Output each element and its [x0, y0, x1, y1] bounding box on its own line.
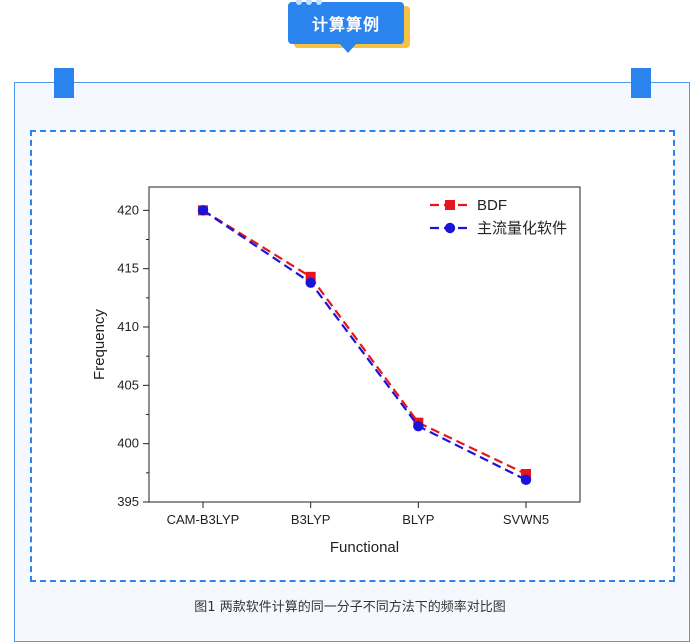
series-main: [197, 205, 532, 486]
badge-pointer: [340, 44, 356, 53]
legend: BDF 主流量化软件: [430, 197, 567, 237]
legend-label: BDF: [477, 197, 507, 214]
x-tick-label: CAM-B3LYP: [167, 512, 240, 527]
data-point: [305, 277, 316, 288]
y-axis-label: Frequency: [91, 309, 108, 380]
y-tick-label: 405: [117, 377, 139, 392]
frame-tab-left: [54, 68, 74, 98]
data-point: [520, 474, 532, 486]
y-tick-label: 395: [117, 494, 139, 509]
frame-tab-right: [631, 68, 651, 98]
series-line: [202, 209, 527, 481]
legend-marker: [444, 222, 456, 234]
y-tick-label: 420: [117, 202, 139, 217]
series-line: [202, 209, 527, 475]
y-tick-label: 415: [117, 261, 139, 276]
plot-area: [148, 186, 581, 503]
data-point: [413, 420, 424, 432]
x-tick-label: B3LYP: [291, 512, 331, 527]
y-tick-label: 410: [117, 319, 139, 334]
figure-caption: 图1 两款软件计算的同一分子不同方法下的频率对比图: [194, 600, 506, 615]
data-point: [305, 271, 316, 282]
data-point: [197, 205, 209, 216]
series-layer: [197, 205, 532, 486]
legend-label: 主流量化软件: [477, 220, 567, 237]
frequency-chart: 395 400 405 410 415 420 CAM-B3LYP B3LYP BLYP SVW…: [91, 186, 581, 556]
x-tick-label: BLYP: [402, 512, 434, 527]
data-point: [521, 469, 531, 479]
legend-marker: [445, 200, 455, 210]
x-axis-label: Functional: [330, 539, 399, 556]
badge-dots: [296, 0, 322, 5]
section-badge: 计算算例: [288, 0, 412, 56]
x-axis: CAM-B3LYP B3LYP BLYP SVWN5: [167, 502, 549, 527]
y-tick-label: 400: [117, 436, 139, 451]
x-tick-label: SVWN5: [503, 512, 549, 527]
y-axis: 395 400 405 410 415 420: [117, 202, 149, 509]
badge-label: 计算算例: [288, 2, 404, 44]
